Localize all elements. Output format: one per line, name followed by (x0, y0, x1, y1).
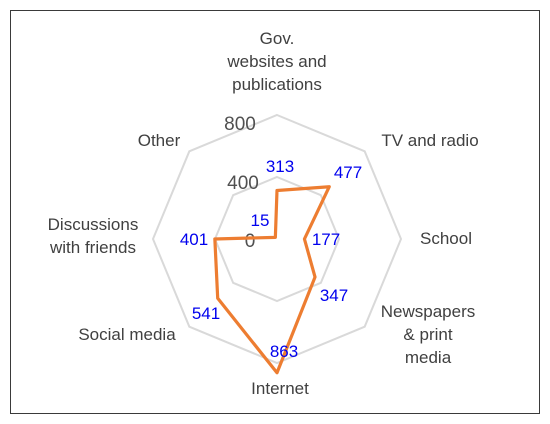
series-line (213, 185, 331, 375)
category-label: Discussions with friends (48, 215, 139, 257)
tick-label: 800 (224, 114, 256, 135)
data-label: 541 (192, 304, 220, 323)
grid-ring-2 (151, 113, 403, 365)
data-label: 347 (320, 286, 348, 305)
grid-ring-1 (213, 175, 341, 303)
category-label: Social media (78, 325, 176, 344)
category-label-line: publications (232, 75, 322, 94)
tick-label: 400 (227, 173, 259, 194)
data-label: 15 (251, 211, 270, 230)
category-label-line: School (420, 229, 472, 248)
category-label-line: & print (403, 325, 452, 344)
data-label: 177 (312, 230, 340, 249)
category-label: School (420, 229, 472, 248)
data-label: 477 (334, 163, 362, 182)
category-label: Other (138, 131, 181, 150)
category-label: Newspapers & print media (381, 302, 476, 367)
category-label: Gov. websites and publications (226, 29, 326, 94)
data-label: 401 (180, 230, 208, 249)
category-label-line: websites and (226, 52, 326, 71)
category-label-line: Gov. (260, 29, 295, 48)
data-label: 863 (270, 342, 298, 361)
category-label-line: Other (138, 131, 181, 150)
category-label: Internet (251, 379, 309, 398)
category-label-line: TV and radio (381, 131, 478, 150)
tick-label: 0 (245, 231, 256, 252)
data-label: 313 (266, 157, 294, 176)
category-label-line: with friends (49, 238, 136, 257)
category-label-line: Social media (78, 325, 176, 344)
category-label-line: Discussions (48, 215, 139, 234)
category-label-line: Internet (251, 379, 309, 398)
category-label: TV and radio (381, 131, 478, 150)
category-label-line: media (405, 348, 452, 367)
category-label-line: Newspapers (381, 302, 476, 321)
